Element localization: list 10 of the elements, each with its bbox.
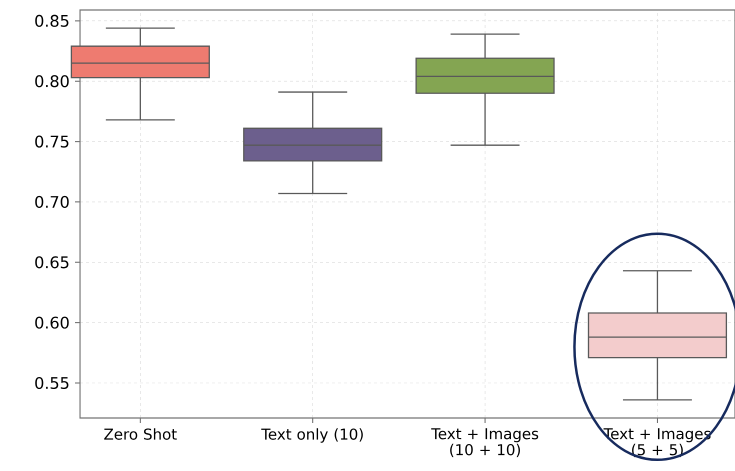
y-tick-label: 0.55 [35, 376, 68, 390]
y-tick-label: 0.70 [35, 196, 69, 208]
y-tick-label: 0.80 [35, 75, 69, 88]
x-tick-label: Zero Shot [104, 428, 177, 440]
y-tick-label: 0.85 [35, 14, 68, 27]
x-tick-label: Text + Images (10 + 10) [431, 428, 538, 458]
y-tick-label: 0.65 [35, 256, 68, 268]
y-tick-label: 0.75 [35, 136, 68, 148]
y-tick-label: 0.60 [35, 316, 69, 329]
x-tick-label: Text only (10) [261, 428, 363, 443]
